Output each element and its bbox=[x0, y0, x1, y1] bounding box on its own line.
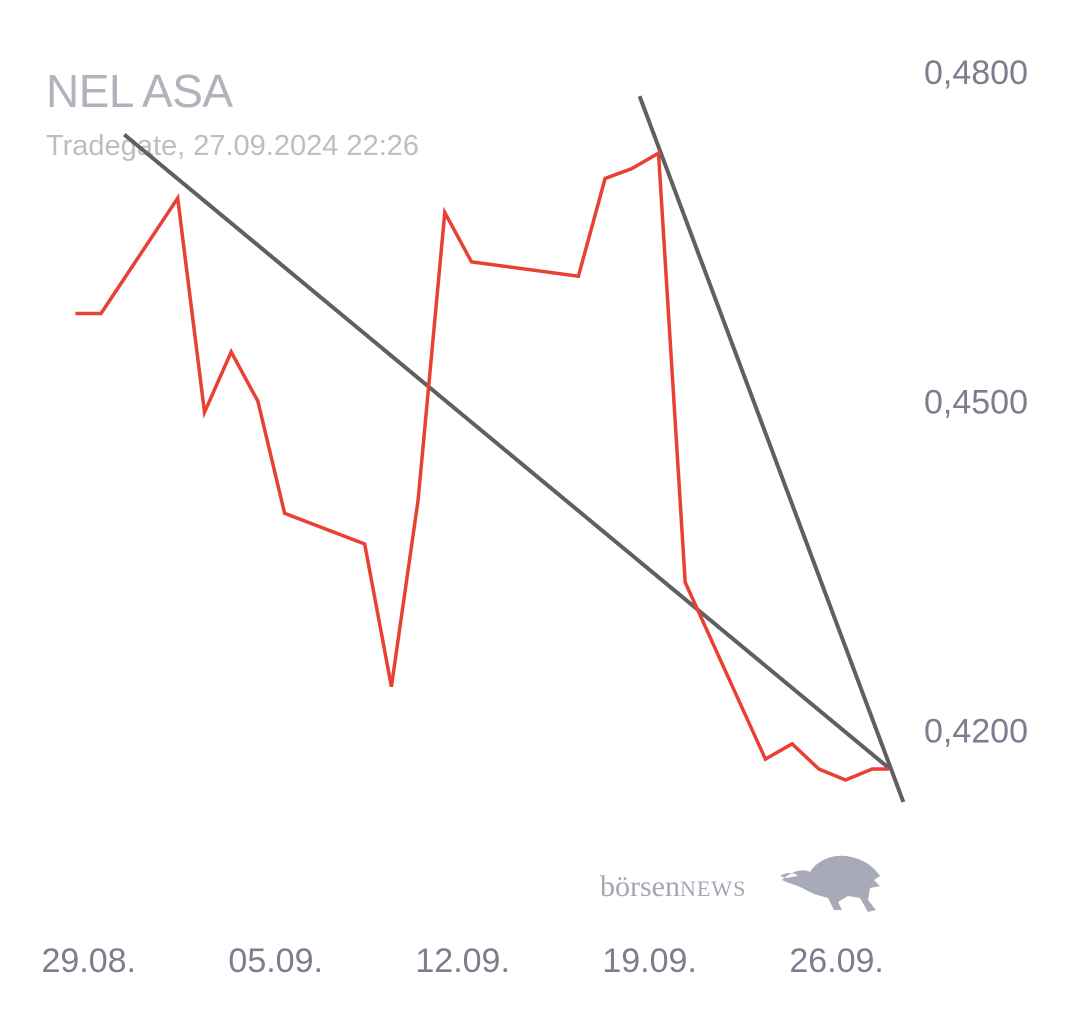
y-tick-label-3: 0,4200 bbox=[924, 713, 1028, 751]
chart-subtitle: Tradegate, 27.09.2024 22:26 bbox=[46, 130, 420, 162]
borsennews-logo: börsenNEWS bbox=[600, 850, 890, 920]
trend-line-1 bbox=[123, 133, 892, 771]
y-tick-label-1: 0,4800 bbox=[924, 54, 1028, 92]
logo-brand-suffix: NEWS bbox=[679, 876, 747, 901]
y-tick-label-2: 0,4500 bbox=[924, 383, 1028, 421]
x-tick-label-1: 29.08. bbox=[41, 942, 136, 980]
logo-brand-prefix: börsen bbox=[600, 870, 680, 903]
x-axis-labels: 29.08. 05.09. 12.09. 19.09. 26.09. bbox=[41, 942, 883, 980]
x-tick-label-5: 26.09. bbox=[789, 942, 884, 980]
price-series bbox=[75, 150, 889, 782]
price-line-series-1 bbox=[75, 150, 889, 782]
bull-icon bbox=[780, 855, 880, 912]
y-axis-labels: 0,4800 0,4500 0,4200 bbox=[924, 54, 1028, 751]
x-tick-label-2: 05.09. bbox=[228, 942, 323, 980]
x-tick-label-4: 19.09. bbox=[602, 942, 697, 980]
trend-line-2 bbox=[637, 95, 906, 803]
trend-lines bbox=[123, 95, 906, 803]
x-tick-label-3: 12.09. bbox=[415, 942, 510, 980]
chart-title: NEL ASA bbox=[46, 65, 233, 117]
logo-wordmark: börsenNEWS bbox=[600, 870, 746, 904]
